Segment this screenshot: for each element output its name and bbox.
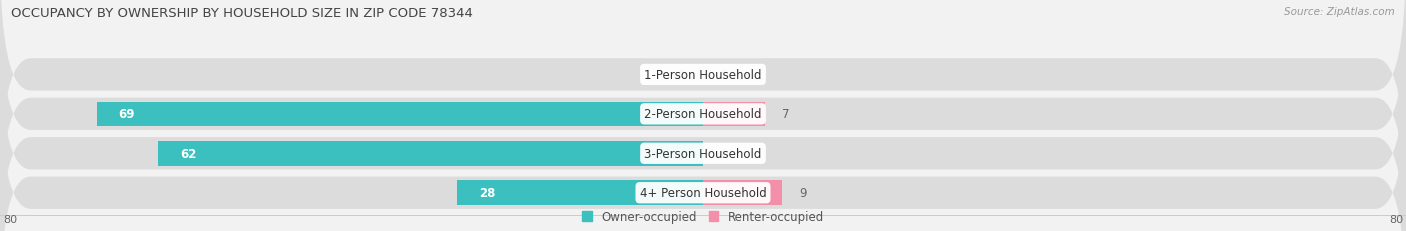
FancyBboxPatch shape [0, 0, 1406, 196]
Text: 1-Person Household: 1-Person Household [644, 69, 762, 82]
Text: 4+ Person Household: 4+ Person Household [640, 186, 766, 199]
Bar [703, 181, 782, 205]
Text: 0: 0 [721, 147, 728, 160]
Legend: Owner-occupied, Renter-occupied: Owner-occupied, Renter-occupied [582, 210, 824, 223]
Bar [703, 102, 765, 127]
FancyBboxPatch shape [0, 32, 1406, 231]
Text: 2-Person Household: 2-Person Household [644, 108, 762, 121]
Text: 0: 0 [678, 69, 686, 82]
Text: 28: 28 [479, 186, 495, 199]
Text: 3-Person Household: 3-Person Household [644, 147, 762, 160]
Text: Source: ZipAtlas.com: Source: ZipAtlas.com [1284, 7, 1395, 17]
Text: 7: 7 [782, 108, 790, 121]
Text: 9: 9 [800, 186, 807, 199]
Bar [159, 141, 703, 166]
Text: 69: 69 [118, 108, 135, 121]
Text: 80: 80 [3, 214, 17, 225]
Bar [97, 102, 703, 127]
Text: 0: 0 [721, 69, 728, 82]
Bar [457, 181, 703, 205]
Text: OCCUPANCY BY OWNERSHIP BY HOUSEHOLD SIZE IN ZIP CODE 78344: OCCUPANCY BY OWNERSHIP BY HOUSEHOLD SIZE… [11, 7, 474, 20]
Text: 80: 80 [1389, 214, 1403, 225]
FancyBboxPatch shape [0, 72, 1406, 231]
Text: 62: 62 [180, 147, 197, 160]
